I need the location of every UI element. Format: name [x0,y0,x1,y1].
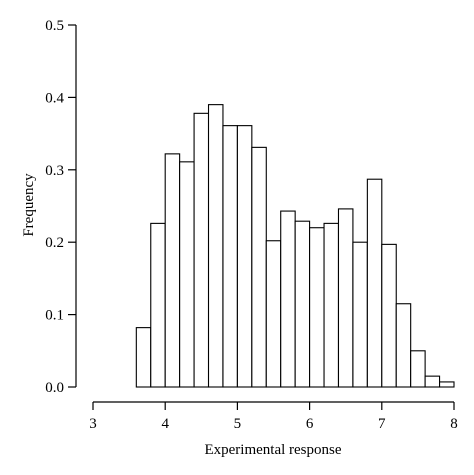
histogram-bar-17 [381,243,397,388]
y-axis-ticks: 0.0 0.1 0.2 0.3 0.4 0.5 [45,18,76,396]
bars-layer [135,104,455,388]
histogram-bar-6 [222,125,238,388]
y-tick-label: 0.2 [45,235,64,251]
y-tick-label: 0.5 [45,18,64,34]
histogram-bar-15 [352,241,368,388]
histogram-bar-5 [207,104,224,388]
histogram-bar-2 [164,153,181,388]
histogram-bar-18 [395,303,412,388]
histogram-bar-16 [366,178,383,388]
histogram-bar-9 [265,240,282,388]
x-tick-label: 3 [89,416,97,432]
x-tick-label: 5 [234,416,242,432]
histogram-bar-21 [439,381,455,388]
histogram-bar-13 [323,222,340,388]
histogram-bar-19 [410,350,426,388]
histogram-bar-10 [280,210,296,388]
histogram-bar-3 [179,161,195,388]
histogram-bar-14 [337,208,354,388]
histogram-bar-7 [236,125,253,388]
histogram-bar-1 [150,222,166,388]
x-tick-label: 7 [378,416,386,432]
x-axis-title: Experimental response [204,442,341,458]
y-tick-label: 0.4 [45,90,64,106]
y-tick-label: 0.1 [45,308,64,324]
y-tick-label: 0.3 [45,163,64,179]
x-tick-label: 8 [450,416,458,432]
x-tick-label: 6 [306,416,314,432]
histogram-bar-0 [135,327,152,388]
x-axis-ticks: 3 4 5 6 7 8 [89,402,458,432]
histogram-bar-12 [309,227,325,388]
histogram-bar-20 [424,375,441,388]
x-tick-label: 4 [161,416,169,432]
histogram-bar-8 [251,146,267,388]
y-axis-title: Frequency [21,173,37,237]
histogram-bar-4 [193,112,210,388]
histogram-bar-11 [294,220,311,388]
y-tick-label: 0.0 [45,380,64,396]
